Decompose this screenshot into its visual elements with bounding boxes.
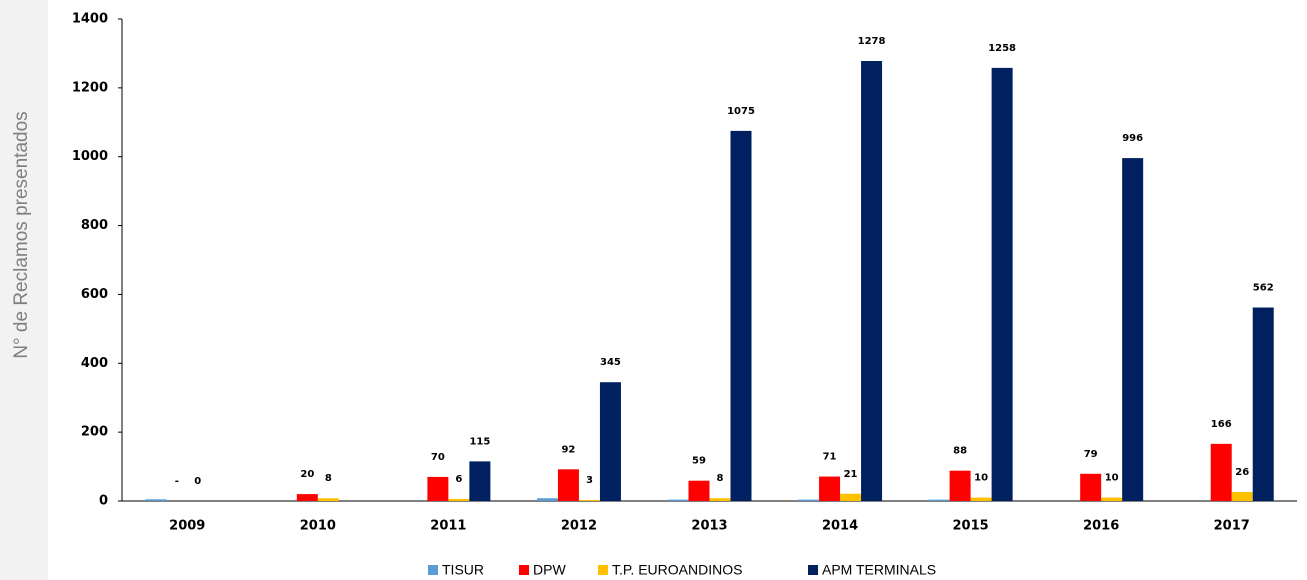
legend-swatch: [428, 565, 438, 575]
y-tick-label: 800: [81, 218, 108, 233]
bar: [667, 499, 689, 501]
data-label: 562: [1253, 283, 1274, 294]
data-label: 92: [561, 444, 575, 455]
bar: [1080, 473, 1102, 501]
legend-label: TISUR: [442, 562, 484, 578]
x-tick-label: 2014: [822, 519, 858, 534]
bar: [1101, 497, 1123, 501]
data-label: 8: [325, 473, 332, 484]
data-label: 59: [692, 456, 706, 467]
data-label: 996: [1122, 133, 1143, 144]
bar: [1252, 307, 1274, 501]
data-label: 88: [953, 446, 967, 457]
bar: [1122, 158, 1144, 501]
x-tick-label: 2016: [1083, 519, 1119, 534]
bar: [861, 61, 883, 501]
data-label: 3: [586, 475, 593, 486]
legend-label: DPW: [533, 562, 566, 578]
data-label: 10: [974, 473, 988, 484]
x-tick-label: 2012: [561, 519, 597, 534]
legend-label: T.P. EUROANDINOS: [612, 562, 742, 578]
data-label: 20: [300, 469, 314, 480]
bar: [709, 498, 731, 501]
bar: [578, 499, 600, 501]
data-label: 0: [194, 476, 201, 487]
y-tick-label: 1200: [72, 80, 108, 95]
data-label: 6: [455, 474, 462, 485]
data-label: 115: [469, 436, 490, 447]
data-label: 1258: [988, 43, 1016, 54]
y-tick-label: 1000: [72, 149, 108, 164]
bar: [317, 498, 339, 501]
bar: [688, 480, 710, 501]
legend-label: APM TERMINALS: [822, 562, 936, 578]
bar: [798, 499, 820, 501]
data-label: 79: [1084, 449, 1098, 460]
y-tick-label: 400: [81, 356, 108, 371]
data-label: 1075: [727, 106, 755, 117]
bar: [427, 476, 449, 501]
y-tick-label: 1400: [72, 12, 108, 27]
side-band: [0, 0, 48, 580]
bar: [448, 498, 470, 501]
legend-swatch: [808, 565, 818, 575]
bar: [970, 497, 992, 501]
data-label: 21: [844, 469, 858, 480]
bar: [145, 499, 167, 501]
y-tick-label: 600: [81, 287, 108, 302]
data-label: -: [175, 476, 179, 487]
bar: [1210, 443, 1232, 501]
data-label: 1278: [858, 36, 886, 47]
data-label: 70: [431, 452, 445, 463]
bar: [840, 493, 862, 501]
bar: [819, 476, 841, 501]
y-axis-title: N° de Reclamos presentados: [11, 111, 32, 358]
data-label: 26: [1235, 467, 1249, 478]
data-label: 345: [600, 357, 621, 368]
x-tick-label: 2010: [300, 519, 336, 534]
x-tick-label: 2015: [953, 519, 989, 534]
legend-swatch: [598, 565, 608, 575]
bar: [599, 382, 621, 501]
bar: [536, 498, 558, 501]
y-tick-label: 0: [99, 494, 108, 509]
x-tick-label: 2013: [691, 519, 727, 534]
bar: [469, 461, 491, 501]
data-label: 71: [823, 452, 837, 463]
bar: [296, 494, 318, 501]
data-label: 8: [717, 473, 724, 484]
x-tick-label: 2017: [1214, 519, 1250, 534]
bar: [730, 130, 752, 501]
bar: [991, 67, 1013, 501]
data-label: 10: [1105, 473, 1119, 484]
bar: [557, 469, 579, 501]
data-label: 166: [1211, 419, 1232, 430]
legend-swatch: [519, 565, 529, 575]
x-tick-label: 2011: [430, 519, 466, 534]
bar: [928, 499, 950, 501]
bar: [1231, 492, 1253, 501]
x-tick-label: 2009: [169, 519, 205, 534]
y-tick-label: 200: [81, 425, 108, 440]
bar: [949, 470, 971, 501]
